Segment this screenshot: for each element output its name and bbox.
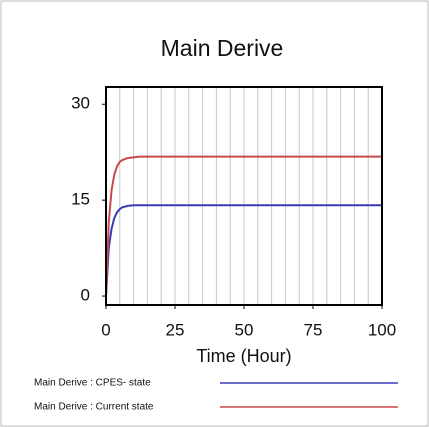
y-tick-label: 30 (71, 94, 90, 113)
plot-border (105, 86, 383, 306)
x-axis-label: Time (Hour) (196, 346, 291, 366)
x-tick-label: 75 (304, 320, 323, 339)
legend-label: Main Derive : Current state (34, 402, 154, 413)
x-tick-label: 25 (166, 320, 185, 339)
chart-title: Main Derive (161, 35, 284, 61)
legend-label: Main Derive : CPES- state (34, 378, 151, 389)
x-tick-label: 50 (235, 320, 254, 339)
y-tick-label: 15 (71, 190, 90, 209)
y-tick-label: 0 (81, 286, 90, 305)
x-tick-label: 0 (101, 320, 110, 339)
series-line (105, 155, 382, 297)
series-line (105, 204, 382, 297)
x-tick-label: 100 (368, 320, 396, 339)
